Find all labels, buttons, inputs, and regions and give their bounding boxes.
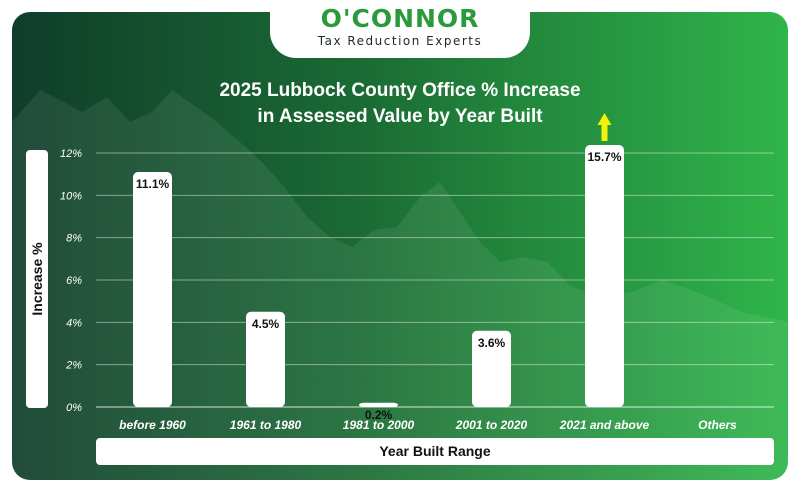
logo: O'CONNOR Tax Reduction Experts xyxy=(270,0,530,58)
data-label: 15.7% xyxy=(587,150,621,164)
y-tick-label: 6% xyxy=(66,275,82,287)
logo-tagline: Tax Reduction Experts xyxy=(317,34,483,48)
y-tick-label: 4% xyxy=(66,317,82,329)
data-label: 11.1% xyxy=(136,177,170,191)
chart-subtitle: in Assessed Value by Year Built xyxy=(257,106,543,127)
bar xyxy=(359,402,398,407)
bar xyxy=(133,172,172,407)
y-tick-label: 8% xyxy=(66,233,82,245)
bar xyxy=(585,145,624,407)
y-tick-label: 0% xyxy=(66,402,82,414)
x-category-label: 1981 to 2000 xyxy=(343,418,415,432)
y-tick-label: 2% xyxy=(65,360,82,372)
x-category-label: Others xyxy=(698,418,737,432)
up-arrow-icon xyxy=(597,113,612,141)
x-category-label: 1961 to 1980 xyxy=(230,418,302,432)
data-label: 3.6% xyxy=(478,336,506,350)
chart-title: 2025 Lubbock County Office % Increase xyxy=(219,80,581,101)
x-category-label: 2001 to 2020 xyxy=(455,418,528,432)
y-tick-label: 10% xyxy=(60,190,82,202)
data-label: 4.5% xyxy=(252,317,280,331)
x-category-label: before 1960 xyxy=(119,418,186,432)
logo-name: O'CONNOR xyxy=(320,4,480,33)
data-label: 0.2% xyxy=(365,408,393,422)
x-category-label: 2021 and above xyxy=(559,418,650,432)
bar xyxy=(472,330,511,407)
x-axis-label: Year Built Range xyxy=(96,438,774,465)
y-tick-label: 12% xyxy=(60,148,82,160)
y-axis-label-box xyxy=(26,150,48,408)
bar xyxy=(246,311,285,407)
